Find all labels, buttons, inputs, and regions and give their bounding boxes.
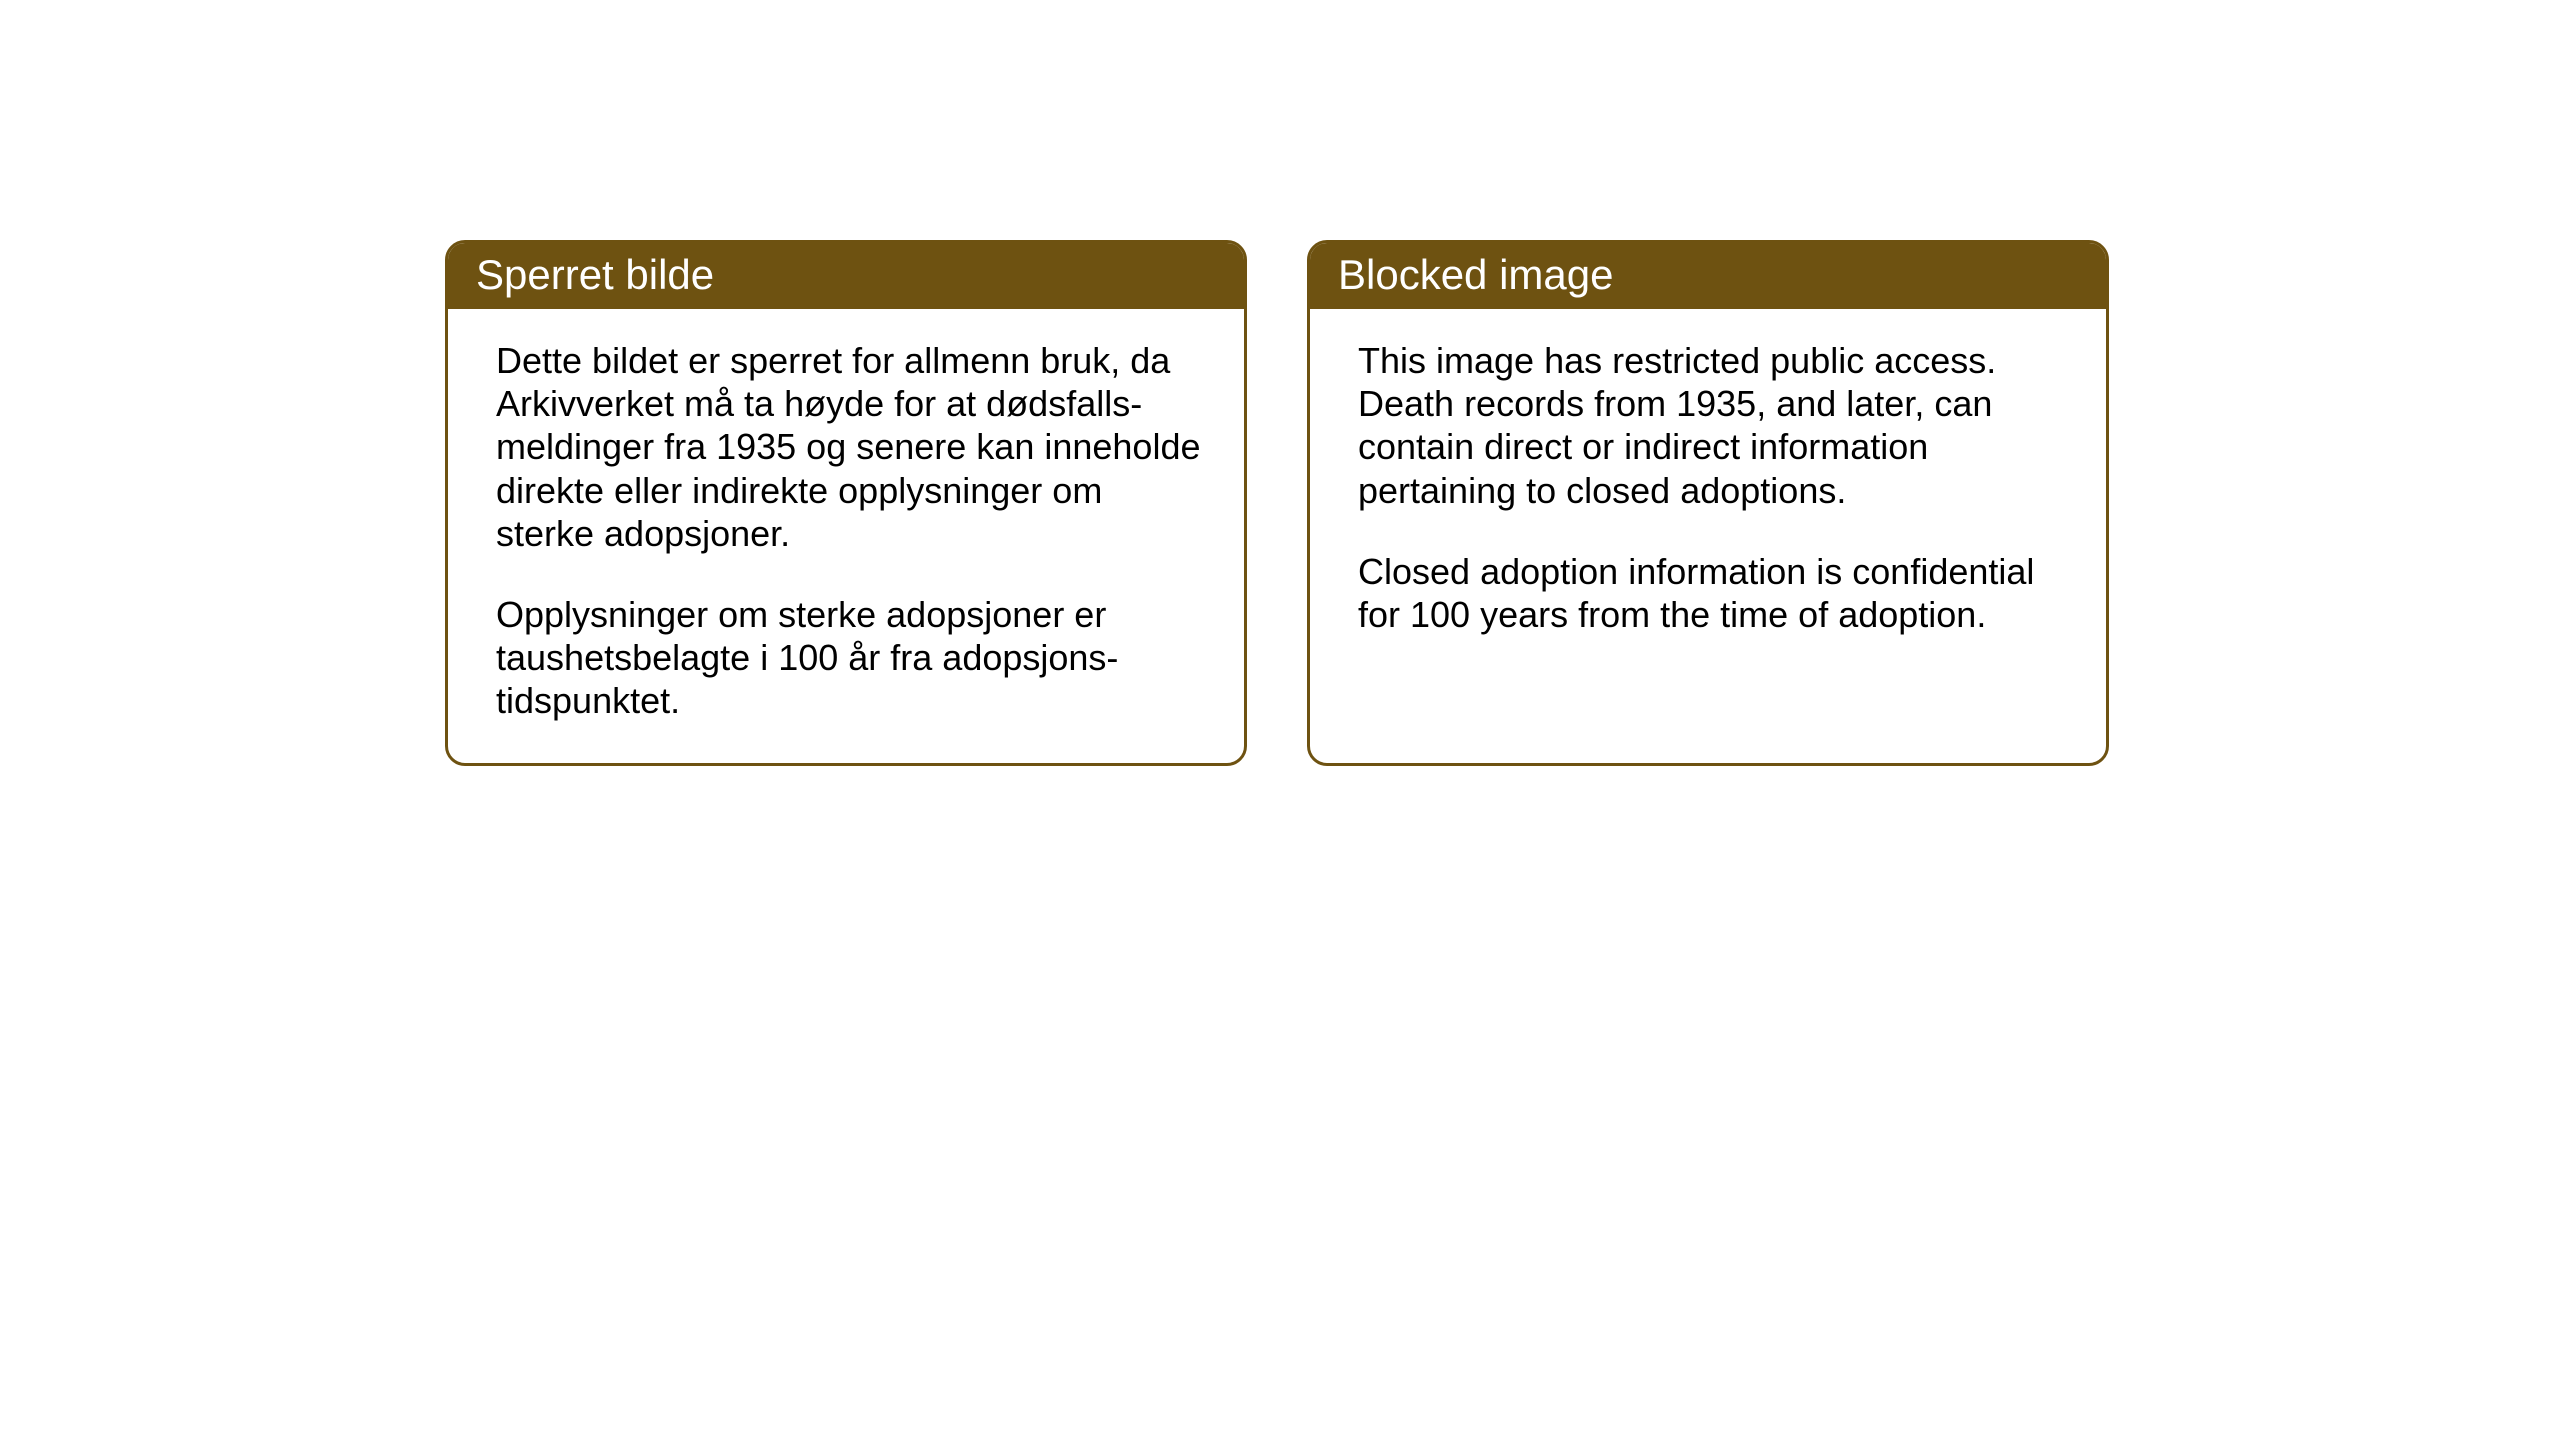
card-header-norwegian: Sperret bilde: [448, 243, 1244, 309]
notice-card-norwegian: Sperret bilde Dette bildet er sperret fo…: [445, 240, 1247, 766]
card-body-norwegian: Dette bildet er sperret for allmenn bruk…: [448, 309, 1244, 763]
card-header-english: Blocked image: [1310, 243, 2106, 309]
card-paragraph-norwegian-2: Opplysninger om sterke adopsjoner er tau…: [496, 593, 1204, 723]
card-title-english: Blocked image: [1338, 251, 1613, 298]
notice-card-english: Blocked image This image has restricted …: [1307, 240, 2109, 766]
card-title-norwegian: Sperret bilde: [476, 251, 714, 298]
card-paragraph-english-1: This image has restricted public access.…: [1358, 339, 2066, 512]
notice-cards-container: Sperret bilde Dette bildet er sperret fo…: [445, 240, 2109, 766]
card-paragraph-norwegian-1: Dette bildet er sperret for allmenn bruk…: [496, 339, 1204, 555]
card-body-english: This image has restricted public access.…: [1310, 309, 2106, 676]
card-paragraph-english-2: Closed adoption information is confident…: [1358, 550, 2066, 636]
